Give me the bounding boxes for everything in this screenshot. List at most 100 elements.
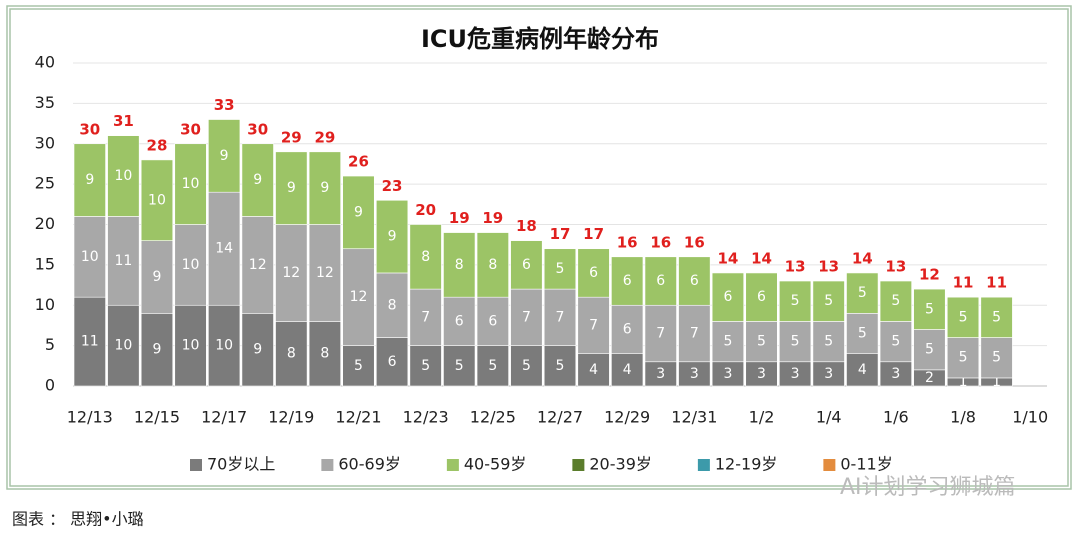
segment-label: 3	[791, 366, 800, 382]
x-tick-label: 12/15	[134, 408, 180, 427]
segment-label: 12	[249, 257, 267, 273]
bar-segment	[779, 361, 812, 387]
x-tick-label: 1/8	[950, 408, 976, 427]
segment-label: 7	[690, 326, 699, 342]
bar-segment	[174, 224, 207, 306]
bar-segment	[342, 248, 375, 346]
segment-label: 4	[589, 362, 598, 378]
segment-label: 6	[656, 273, 665, 289]
bar-segment	[812, 361, 845, 387]
total-label: 16	[617, 233, 638, 251]
bar-segment	[946, 296, 980, 338]
segment-label: 6	[522, 257, 531, 273]
bar-segment	[745, 272, 778, 322]
segment-label: 5	[455, 358, 464, 374]
y-tick-label: 20	[35, 214, 55, 233]
bar-segment	[846, 313, 879, 355]
segment-label: 9	[354, 204, 363, 220]
segment-label: 9	[153, 269, 162, 285]
segment-label: 5	[858, 285, 867, 301]
segment-label: 9	[253, 342, 262, 358]
legend-swatch	[823, 459, 836, 471]
total-label: 29	[314, 128, 335, 146]
bar-segment	[208, 119, 241, 193]
x-tick-label: 12/19	[268, 408, 314, 427]
total-label: 19	[482, 209, 503, 227]
bar-segment	[711, 321, 745, 363]
total-label: 31	[113, 112, 134, 130]
y-tick-label: 0	[45, 376, 55, 395]
segment-label: 5	[959, 309, 968, 325]
segment-label: 6	[488, 313, 497, 329]
chart-title: ICU危重病例年龄分布	[421, 25, 659, 53]
bar-segment	[174, 143, 207, 225]
x-tick-label: 1/10	[1012, 408, 1048, 427]
segment-label: 7	[421, 309, 430, 325]
segment-label: 5	[925, 342, 934, 358]
legend-swatch	[446, 459, 459, 471]
y-tick-label: 15	[35, 254, 55, 273]
bar-segment	[577, 248, 610, 298]
segment-label: 5	[757, 334, 766, 350]
bar-segment	[980, 296, 1013, 338]
x-tick-label: 12/21	[335, 408, 381, 427]
bar-segment	[980, 337, 1013, 379]
bar-segment	[510, 240, 543, 290]
x-tick-label: 12/13	[67, 408, 113, 427]
segment-label: 6	[757, 289, 766, 305]
total-label: 13	[785, 258, 806, 276]
segment-label: 11	[114, 253, 132, 269]
bar-segment	[208, 304, 241, 387]
segment-label: 2	[925, 370, 934, 386]
segment-label: 8	[488, 257, 497, 273]
segment-label: 10	[182, 257, 200, 273]
caption: 图表 ： 思翔•小璐	[12, 510, 144, 529]
y-tick-label: 40	[35, 53, 55, 72]
bar-segment	[543, 248, 577, 290]
legend-swatch	[697, 459, 710, 471]
segment-label: 10	[114, 338, 132, 354]
segment-label: 5	[522, 358, 531, 374]
bar-segment	[879, 280, 912, 322]
bar-segment	[308, 151, 341, 225]
segment-label: 7	[656, 326, 665, 342]
total-label: 11	[953, 274, 974, 292]
segment-label: 5	[556, 358, 565, 374]
bar-segment	[577, 296, 610, 354]
total-label: 16	[684, 233, 705, 251]
segment-label: 5	[556, 261, 565, 277]
legend-swatch	[572, 459, 585, 471]
x-tick-label: 1/2	[749, 408, 775, 427]
bar-segment	[275, 321, 308, 387]
segment-label: 10	[182, 338, 200, 354]
total-label: 30	[180, 120, 201, 138]
bar-segment	[779, 321, 812, 363]
legend-label: 40-59岁	[464, 455, 527, 474]
segment-label: 5	[488, 358, 497, 374]
bar-segment	[275, 151, 308, 225]
total-label: 14	[751, 249, 772, 267]
segment-label: 5	[959, 350, 968, 366]
segment-label: 10	[215, 338, 233, 354]
bar-segment	[678, 256, 711, 306]
total-label: 11	[986, 274, 1007, 292]
segment-label: 7	[589, 317, 598, 333]
segment-label: 6	[723, 289, 732, 305]
x-tick-label: 12/17	[201, 408, 247, 427]
y-tick-label: 5	[45, 335, 55, 354]
bar-segment	[375, 199, 409, 274]
legend-label: 70岁以上	[207, 455, 275, 474]
segment-label: 5	[824, 293, 833, 309]
segment-label: 5	[925, 301, 934, 317]
segment-label: 5	[421, 358, 430, 374]
bar-segment	[644, 256, 677, 306]
segment-label: 10	[114, 168, 132, 184]
total-label: 30	[247, 120, 268, 138]
bar-segment	[711, 361, 745, 387]
total-label: 28	[147, 136, 168, 154]
bar-segment	[73, 143, 106, 217]
legend-swatch	[190, 459, 202, 471]
legend-label: 20-39岁	[589, 455, 652, 474]
segment-label: 3	[723, 366, 732, 382]
